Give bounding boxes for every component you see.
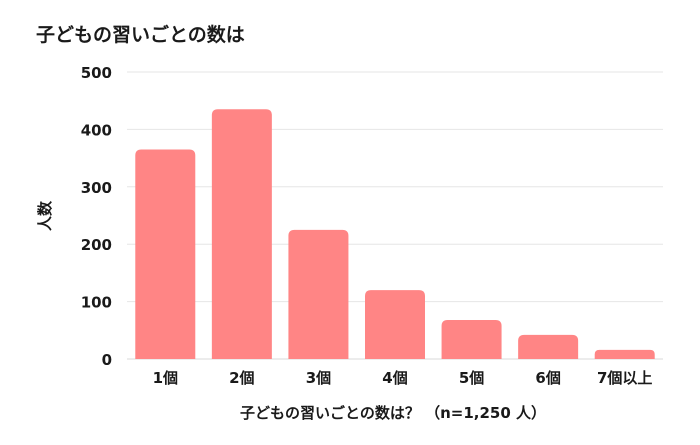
y-tick-label: 100 — [81, 294, 112, 312]
x-tick-label: 6個 — [535, 369, 560, 387]
y-tick-label: 200 — [81, 236, 112, 254]
bar-2 — [211, 109, 272, 359]
x-tick-label: 7個以上 — [597, 369, 652, 387]
bar-1 — [135, 149, 196, 359]
bar-7 — [594, 349, 655, 359]
x-axis-ticks: 1個 2個 3個 4個 5個 6個 7個以上 — [153, 369, 653, 387]
y-tick-label: 400 — [81, 121, 112, 139]
bar-4 — [365, 290, 425, 359]
y-axis-label: 人数 — [36, 200, 54, 231]
x-tick-label: 5個 — [459, 369, 484, 387]
x-axis-label: 子どもの習いごとの数は？ （n=1,250 人） — [240, 404, 546, 422]
bar-3 — [288, 229, 349, 359]
x-tick-label: 3個 — [306, 369, 331, 387]
x-tick-label: 4個 — [382, 369, 407, 387]
y-tick-label: 300 — [81, 179, 112, 197]
bar-6 — [518, 334, 579, 359]
y-tick-label: 0 — [102, 351, 112, 369]
x-tick-label: 1個 — [153, 369, 178, 387]
y-tick-label: 500 — [81, 64, 112, 82]
bar-5 — [441, 319, 502, 359]
y-axis-ticks: 0 100 200 300 400 500 — [81, 64, 112, 369]
chart-title: 子どもの習いごとの数は — [36, 24, 245, 46]
x-tick-label: 2個 — [229, 369, 254, 387]
bars — [135, 109, 655, 359]
